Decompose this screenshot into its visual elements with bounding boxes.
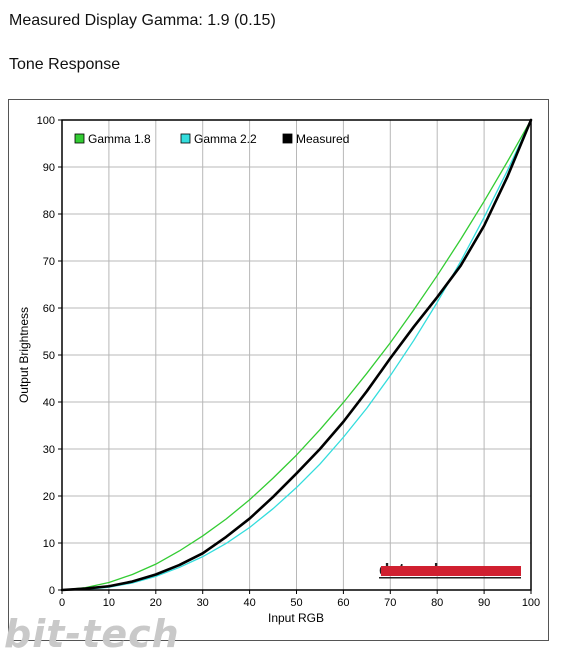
page-title: Measured Display Gamma: 1.9 (0.15) [9,12,276,29]
datacolor-logo: datacolor [379,560,521,579]
legend-swatch-gamma-2-2 [180,133,191,144]
y-tick-label: 60 [43,303,55,315]
legend-swatch-measured [282,133,293,144]
x-tick-label: 80 [431,597,443,609]
y-tick-label: 0 [49,585,55,597]
legend-label-gamma-2-2: Gamma 2.2 [194,132,257,146]
x-tick-label: 20 [150,597,162,609]
tone-response-chart: 0 10 20 30 40 50 60 70 80 90 100 0 10 20 30 40 50 60 70 80 9… [17,115,541,625]
chart-legend: Gamma 1.8 Gamma 2.2 Measured [74,132,349,146]
axis-ticks: 0 10 20 30 40 50 60 70 80 90 100 0 10 20 30 40 50 60 70 80 9… [37,115,541,609]
y-tick-label: 40 [43,397,55,409]
x-tick-label: 60 [337,597,349,609]
section-title: Tone Response [9,56,121,73]
legend-swatch-gamma-1-8 [74,133,85,144]
x-tick-label: 40 [243,597,255,609]
legend-label-gamma-1-8: Gamma 1.8 [88,132,151,146]
x-tick-label: 30 [197,597,209,609]
grid-lines [62,120,531,590]
x-axis-label: Input RGB [268,611,324,625]
y-tick-label: 70 [43,256,55,268]
y-tick-label: 90 [43,162,55,174]
datacolor-logo-underline [379,577,521,579]
series-line-gamma-1-8 [61,119,532,591]
y-tick-label: 80 [43,209,55,221]
x-tick-label: 70 [384,597,396,609]
bit-tech-watermark: bit-tech [4,612,180,656]
x-tick-label: 0 [59,597,65,609]
datacolor-logo-bar [381,566,521,576]
x-tick-label: 10 [103,597,115,609]
y-tick-label: 100 [37,115,55,127]
y-tick-label: 50 [43,350,55,362]
x-tick-label: 90 [478,597,490,609]
x-tick-label: 50 [290,597,302,609]
y-tick-label: 20 [43,491,55,503]
legend-label-measured: Measured [296,132,349,146]
y-tick-label: 30 [43,444,55,456]
chart-frame: 0 10 20 30 40 50 60 70 80 90 100 0 10 20 30 40 50 60 70 80 9… [8,99,549,641]
series-layer [60,118,533,592]
y-tick-label: 10 [43,538,55,550]
series-line-measured [60,118,533,592]
y-axis-label: Output Brightness [17,307,31,403]
x-tick-label: 100 [522,597,540,609]
